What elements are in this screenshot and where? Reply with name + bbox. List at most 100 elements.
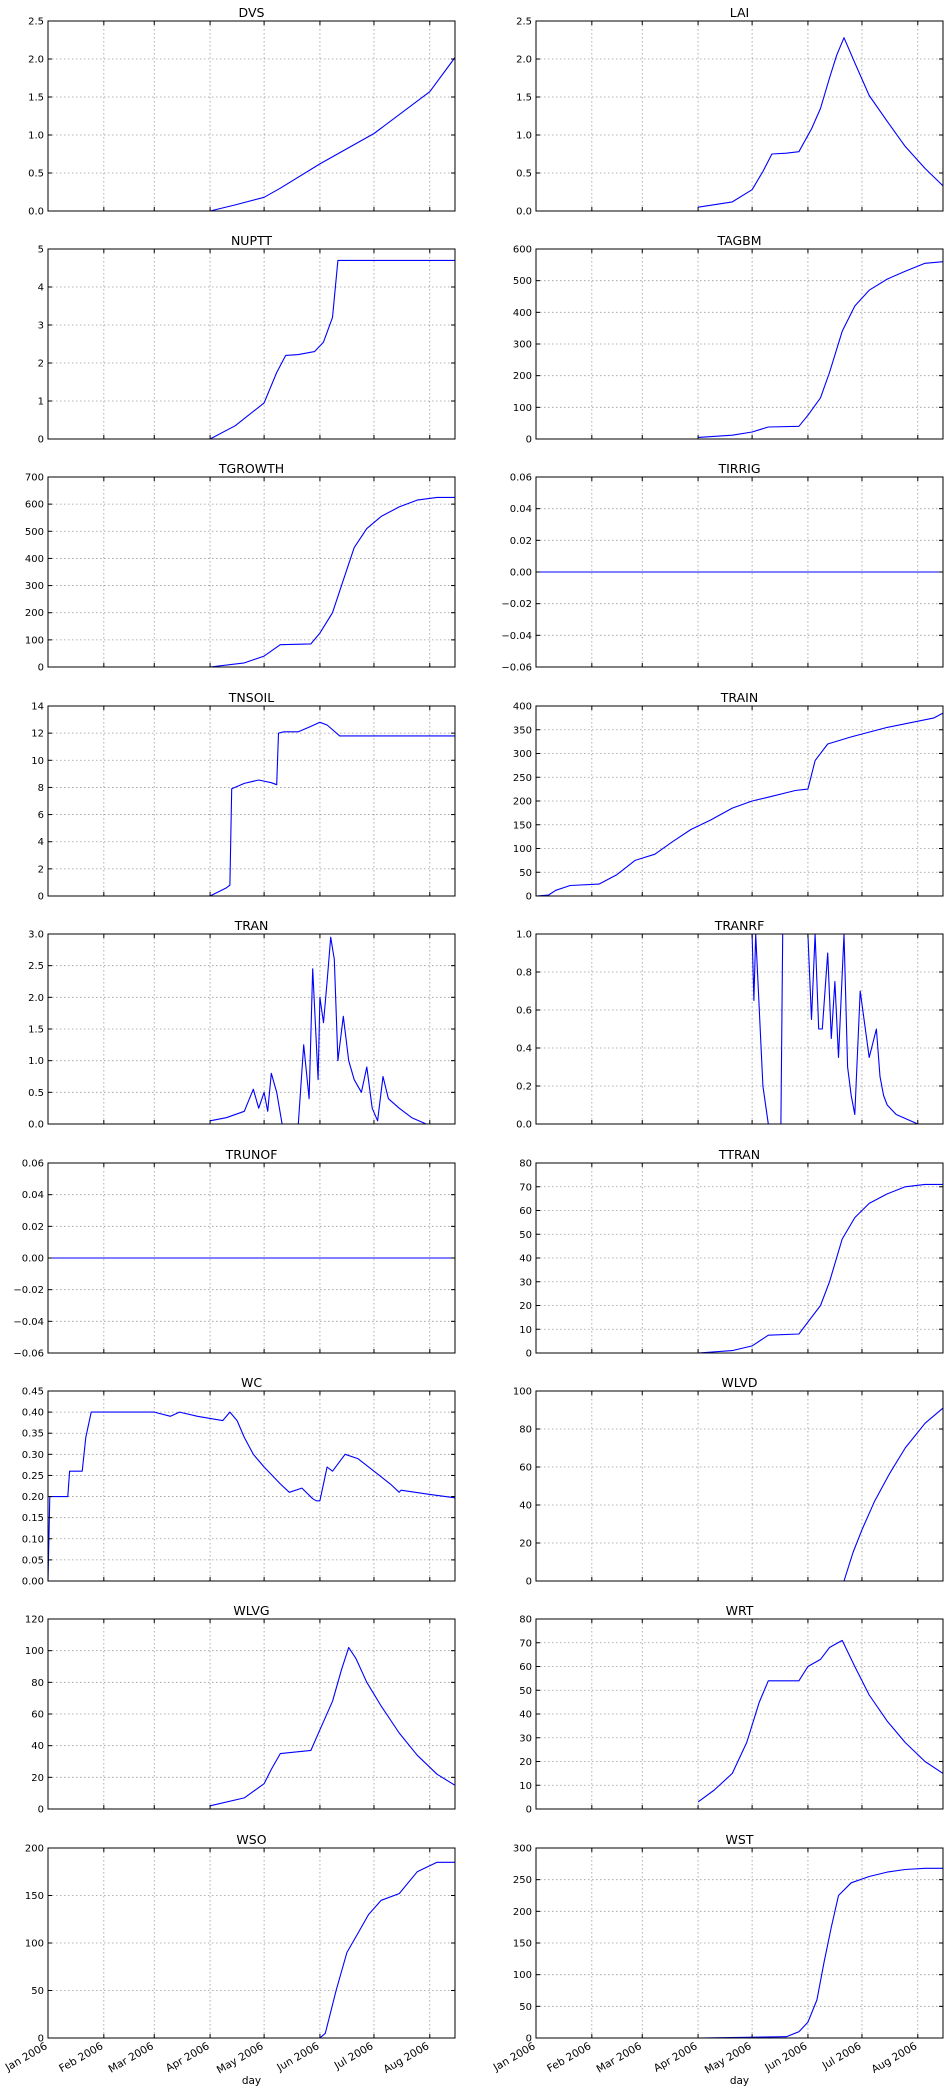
y-tick-label: 2.0 [516,55,532,66]
y-tick-label: 4 [38,283,44,294]
subplot-wc: 0.00 0.05 0.10 0.15 0.20 0.25 0.30 0.35 0.40 0.45… [22,1375,456,1588]
y-tick-label: 0.40 [22,1408,44,1419]
y-tick-label: 60 [519,1662,532,1673]
x-tick-label: May 2006 [703,2040,754,2076]
y-tick-label: 200 [513,797,532,808]
x-tick-label: Aug 2006 [869,2040,919,2076]
series-line-tagbm [698,261,944,438]
y-tick-label: 0 [38,2034,44,2045]
subplot-wst: 0 50 100 150 200 250 300 WST Jan 2006 Feb 2006 Mar… [491,1832,944,2087]
subplot-title: TRUNOF [225,1147,278,1162]
series-line-nuptt [209,259,455,440]
axes-frame [47,705,456,897]
y-tick-label: 150 [513,1939,532,1950]
subplot-tnsoil: 0 2 4 6 8 10 12 14 TNSOIL [31,690,456,903]
y-tick-label: 0.06 [510,473,532,484]
subplot-tran: 0.0 0.5 1.0 1.5 2.0 2.5 3.0 TRAN [28,918,456,1131]
y-tick-label: 60 [519,1463,532,1474]
y-tick-label: 0 [38,663,44,674]
y-tick-label: 2 [38,864,44,875]
y-tick-label: 600 [25,500,44,511]
subplot-tirrig: −0.06 −0.04 −0.02 0.00 0.02 0.04 0.06 TIRRIG [501,461,944,674]
y-tick-label: 0.0 [28,1120,44,1131]
y-tick-label: 0.6 [516,1006,532,1017]
y-tick-label: 200 [513,1907,532,1918]
subplot-title: TNSOIL [228,690,274,705]
series-line-tgrowth [210,496,455,668]
y-tick-label: 250 [513,773,532,784]
y-tick-label: 40 [519,1254,532,1265]
y-tick-label: 0.0 [516,207,532,218]
axes-frame [47,248,456,440]
y-tick-label: 0.5 [516,169,532,180]
y-tick-label: 100 [513,1387,532,1398]
y-tick-label: 0.00 [510,568,532,579]
subplot-title: WLVG [233,1603,269,1618]
y-tick-label: 80 [519,1615,532,1626]
y-tick-label: 0 [526,1805,532,1816]
y-tick-label: 400 [513,702,532,713]
y-tick-label: 300 [25,581,44,592]
y-tick-label: 1.5 [28,1025,44,1036]
y-tick-label: 0.2 [516,1082,532,1093]
series-line-wc [47,1411,456,1582]
series-line-dvs [209,57,456,212]
y-tick-label: 80 [519,1159,532,1170]
y-tick-label: 2.0 [28,55,44,66]
series-line-wso [210,1861,455,2039]
y-tick-label: 30 [519,1277,532,1288]
y-tick-label: 2.0 [28,993,44,1004]
y-tick-label: 40 [519,1501,532,1512]
y-tick-label: 20 [519,1539,532,1550]
y-tick-label: 0.35 [22,1429,44,1440]
y-tick-label: 0.15 [22,1513,44,1524]
series-line-ttran [536,1183,943,1354]
subplot-title: TRAN [234,918,269,933]
axes-frame [535,1390,944,1582]
y-tick-label: 0.20 [22,1492,44,1503]
y-tick-label: 1.0 [516,131,532,142]
y-tick-label: 3 [38,321,44,332]
subplot-title: TTRAN [718,1147,760,1162]
y-tick-label: 0.04 [22,1190,44,1201]
y-tick-label: 0 [526,1349,532,1360]
y-tick-label: 200 [25,608,44,619]
subplot-tagbm: 0 100 200 300 400 500 600 TAGBM [513,233,944,446]
y-tick-label: 10 [519,1781,532,1792]
subplot-title: TRANRF [714,918,765,933]
y-tick-label: 200 [25,1844,44,1855]
subplot-title: TGROWTH [218,461,284,476]
axes-frame [535,20,944,212]
x-tick-label: Jun 2006 [762,2040,809,2074]
y-tick-label: 1.5 [516,93,532,104]
subplot-title: TAGBM [716,233,761,248]
axes-frame [47,476,456,668]
subplot-wrt: 0 10 20 30 40 50 60 70 80 WRT [519,1603,944,1816]
y-tick-label: 2.5 [28,17,44,28]
series-line-lai [698,37,944,208]
y-tick-label: 60 [519,1206,532,1217]
y-tick-label: 0.06 [22,1159,44,1170]
y-tick-label: 100 [513,844,532,855]
subplot-ttran: 0 10 20 30 40 50 60 70 80 TTRAN [519,1147,944,1360]
y-tick-label: 1.5 [28,93,44,104]
y-tick-label: 0.00 [22,1254,44,1265]
series-line-wrt [697,1639,944,1803]
subplot-tgrowth: 0 100 200 300 400 500 600 700 TGROWTH [25,461,456,674]
y-tick-label: 0.02 [510,536,532,547]
y-tick-label: 0.5 [28,169,44,180]
y-tick-label: 30 [519,1733,532,1744]
y-tick-label: 70 [519,1638,532,1649]
y-tick-label: −0.06 [13,1349,44,1360]
y-tick-label: 70 [519,1182,532,1193]
y-tick-label: 150 [25,1891,44,1902]
y-tick-label: 0.8 [516,968,532,979]
y-tick-label: 8 [38,783,44,794]
x-tick-label: Mar 2006 [107,2040,156,2075]
y-tick-label: 300 [513,340,532,351]
subplot-wlvd: 0 20 40 60 80 100 WLVD [513,1375,944,1588]
series-line-wlvg [209,1646,456,1807]
y-tick-label: −0.04 [501,631,532,642]
y-tick-label: 120 [25,1615,44,1626]
y-tick-label: 50 [519,1686,532,1697]
